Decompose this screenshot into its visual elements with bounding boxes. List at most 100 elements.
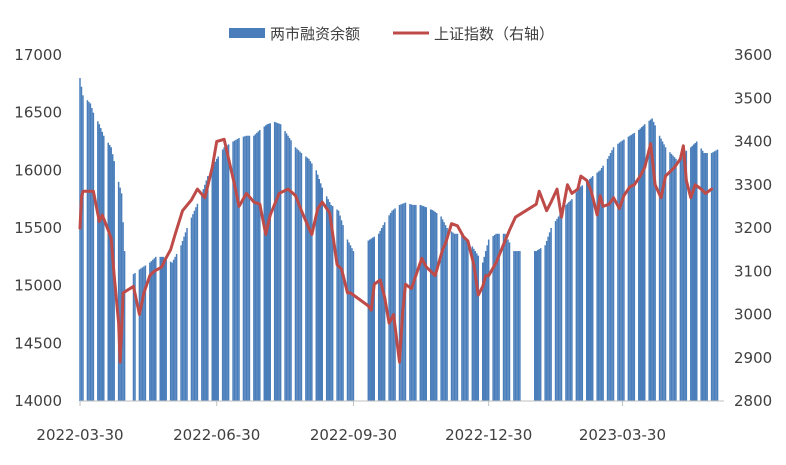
bar bbox=[233, 140, 236, 401]
bar bbox=[715, 150, 717, 401]
bar bbox=[383, 222, 386, 401]
bar bbox=[704, 153, 707, 401]
bar bbox=[339, 215, 341, 401]
bar bbox=[257, 131, 260, 401]
bar bbox=[669, 152, 671, 401]
bar bbox=[211, 167, 214, 401]
bar bbox=[618, 142, 621, 401]
bar bbox=[434, 211, 436, 401]
bar bbox=[612, 147, 615, 401]
bar bbox=[162, 256, 164, 401]
bar bbox=[349, 245, 352, 401]
bar bbox=[495, 233, 497, 401]
bar bbox=[244, 136, 246, 401]
right-tick-label: 3400 bbox=[734, 133, 772, 151]
bar bbox=[80, 86, 83, 401]
bar bbox=[421, 205, 423, 401]
bar bbox=[536, 250, 539, 401]
bar bbox=[673, 157, 676, 401]
bar bbox=[675, 158, 677, 401]
bar bbox=[232, 141, 234, 401]
bar bbox=[88, 101, 90, 401]
bar bbox=[611, 150, 613, 401]
bar bbox=[111, 154, 114, 401]
bar bbox=[337, 210, 340, 401]
bar bbox=[171, 262, 173, 401]
bar bbox=[288, 138, 291, 402]
bar bbox=[424, 206, 426, 401]
x-tick-label: 2022-09-30 bbox=[310, 426, 397, 444]
bar bbox=[410, 204, 413, 401]
bar bbox=[654, 125, 656, 401]
bar bbox=[86, 100, 89, 402]
bar bbox=[117, 181, 120, 401]
bar bbox=[588, 178, 591, 401]
bar bbox=[321, 187, 323, 401]
bar bbox=[242, 136, 245, 401]
bar bbox=[609, 153, 612, 401]
bar bbox=[213, 164, 215, 401]
bar bbox=[559, 214, 561, 401]
bar bbox=[556, 218, 558, 401]
bar bbox=[204, 184, 206, 401]
right-axis-ticks: 2800 2900 3000 3100 3200 3300 3400 3500 3600 bbox=[734, 46, 772, 410]
left-tick-label: 14000 bbox=[14, 392, 62, 410]
bar bbox=[138, 269, 141, 401]
bar bbox=[461, 233, 463, 401]
bar bbox=[455, 233, 457, 401]
bar bbox=[422, 206, 425, 401]
bar bbox=[633, 132, 636, 401]
bar bbox=[517, 251, 520, 401]
bar bbox=[207, 176, 209, 401]
x-tick-label: 2022-03-30 bbox=[36, 426, 123, 444]
bar bbox=[577, 189, 579, 401]
bar bbox=[394, 208, 396, 401]
bar bbox=[119, 187, 121, 401]
bar bbox=[456, 233, 459, 401]
bar bbox=[627, 136, 630, 401]
bar bbox=[245, 135, 248, 402]
bar bbox=[412, 204, 414, 401]
bar bbox=[538, 249, 540, 401]
bar bbox=[432, 210, 435, 401]
bar bbox=[221, 149, 224, 401]
bar bbox=[571, 199, 573, 401]
bar bbox=[103, 135, 105, 402]
right-tick-label: 2800 bbox=[734, 392, 772, 410]
bar bbox=[684, 151, 686, 401]
bar bbox=[695, 141, 698, 401]
bar bbox=[315, 170, 318, 401]
bar bbox=[330, 204, 332, 401]
bar bbox=[215, 158, 218, 401]
bar bbox=[663, 144, 665, 401]
bar bbox=[487, 239, 490, 401]
bar bbox=[175, 253, 178, 401]
bar bbox=[471, 246, 474, 401]
bar bbox=[450, 231, 453, 401]
bar bbox=[144, 265, 147, 401]
bar bbox=[305, 156, 307, 401]
bar bbox=[477, 255, 480, 401]
bar bbox=[192, 214, 194, 401]
bar bbox=[236, 138, 239, 401]
bar bbox=[550, 228, 552, 401]
bar bbox=[486, 245, 488, 401]
bar bbox=[123, 251, 126, 401]
bar bbox=[91, 108, 93, 402]
bar bbox=[150, 261, 153, 401]
bar bbox=[331, 206, 334, 401]
bar bbox=[163, 257, 166, 401]
right-tick-label: 3100 bbox=[734, 262, 772, 280]
bar bbox=[652, 121, 655, 401]
bar bbox=[217, 156, 219, 401]
bar bbox=[184, 232, 187, 401]
bar bbox=[507, 239, 509, 401]
bar bbox=[248, 135, 251, 402]
bar bbox=[602, 165, 604, 401]
bar bbox=[600, 168, 603, 401]
bar bbox=[265, 125, 267, 401]
bar bbox=[617, 143, 619, 401]
bar bbox=[632, 133, 634, 401]
bar bbox=[483, 256, 485, 401]
bar bbox=[235, 139, 237, 401]
